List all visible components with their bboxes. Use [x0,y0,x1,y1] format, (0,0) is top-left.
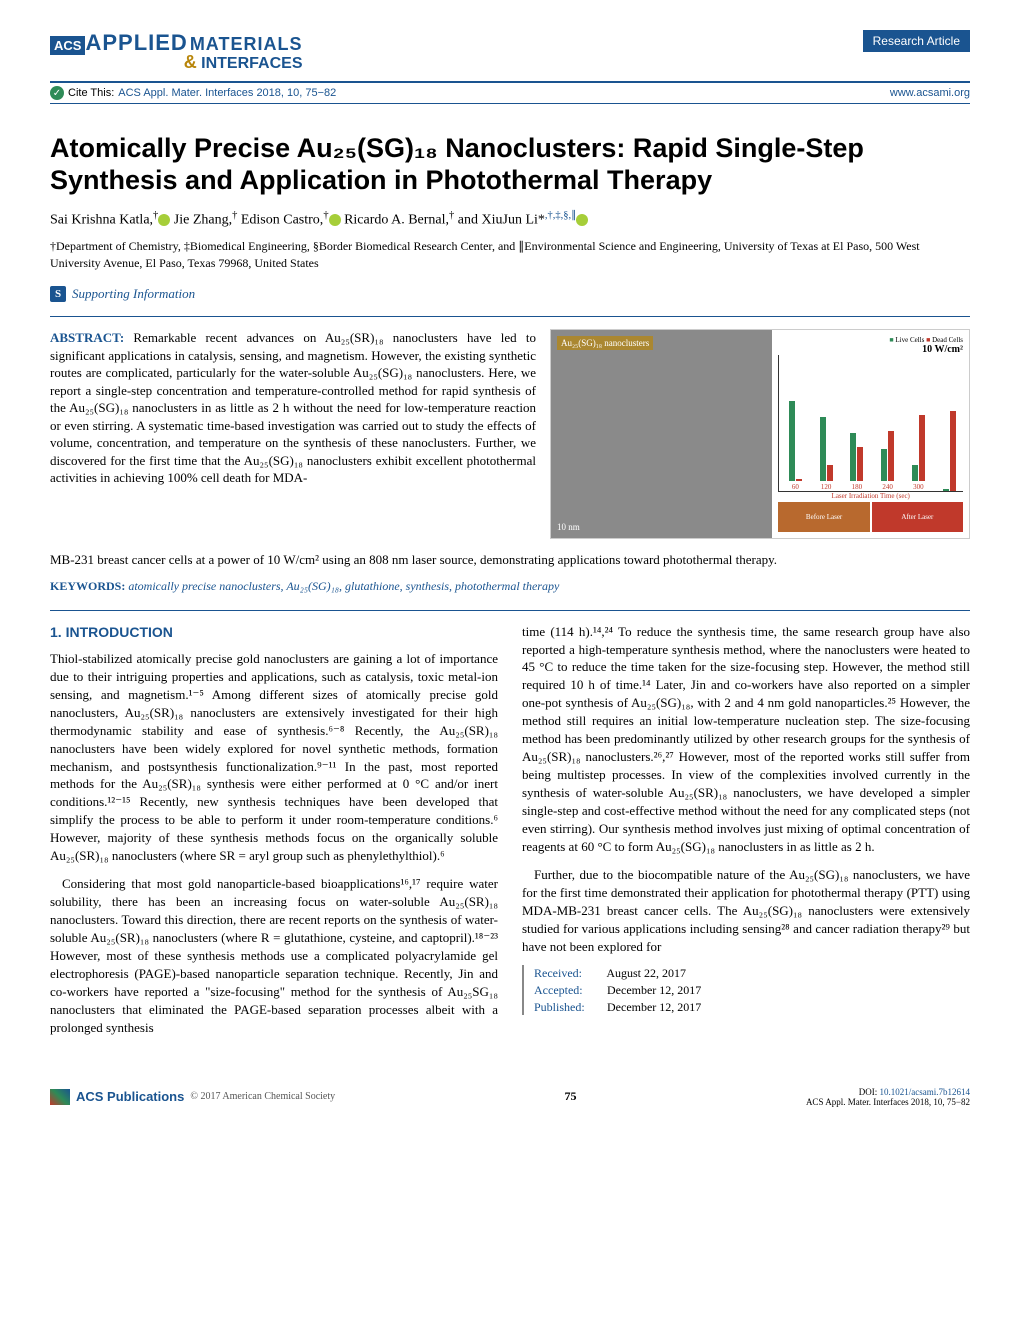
accepted-label: Accepted: [534,982,604,999]
doi-block: DOI: 10.1021/acsami.7b12614 ACS Appl. Ma… [806,1087,970,1107]
legend-live: Live Cells [895,336,924,344]
intro-p3: time (114 h).¹⁴,²⁴ To reduce the synthes… [522,623,970,856]
abstract-text: ABSTRACT: Remarkable recent advances on … [50,329,536,539]
supporting-info-label: Supporting Information [72,286,195,302]
journal-header: ACS APPLIED MATERIALS & INTERFACES Resea… [50,30,970,73]
copyright: © 2017 American Chemical Society [190,1091,335,1102]
orcid-icon[interactable] [158,214,170,226]
power-label: 10 W/cm² [778,344,963,355]
chart-legend: ■ Live Cells ■ Dead Cells [778,336,963,344]
page-number: 75 [565,1089,577,1104]
acs-pub-logo-icon [50,1089,70,1105]
article-type-badge: Research Article [863,30,970,52]
body-columns: 1. INTRODUCTION Thiol-stabilized atomica… [50,623,970,1047]
left-column: 1. INTRODUCTION Thiol-stabilized atomica… [50,623,498,1047]
legend-dead: Dead Cells [932,336,963,344]
author-list: Sai Krishna Katla,† Jie Zhang,† Edison C… [50,209,970,229]
intro-p2: Considering that most gold nanoparticle-… [50,875,498,1036]
publisher-block: ACS Publications © 2017 American Chemica… [50,1089,335,1105]
checkmark-icon: ✓ [50,86,64,100]
keywords-label: KEYWORDS: [50,579,125,593]
published-label: Published: [534,999,604,1016]
accepted-date: December 12, 2017 [607,983,701,997]
x-axis-label: Laser Irradiation Time (sec) [778,492,963,500]
doi-link[interactable]: 10.1021/acsami.7b12614 [880,1087,971,1097]
dates-box: Received: August 22, 2017 Accepted: Dece… [522,965,970,1015]
published-date: December 12, 2017 [607,1000,701,1014]
bar-chart: 60120180240300 [778,355,963,492]
keywords-row: KEYWORDS: atomically precise nanocluster… [50,579,970,594]
toc-graphic: Au₂₅(SG)₁₈ nanoclusters 10 nm ■ Live Cel… [550,329,970,539]
orcid-icon[interactable] [329,214,341,226]
before-after-row: Before Laser After Laser [778,502,963,532]
divider [50,610,970,611]
page-footer: ACS Publications © 2017 American Chemica… [0,1087,1020,1121]
ampersand: & [184,52,197,72]
divider [50,316,970,317]
tem-label: Au₂₅(SG)₁₈ nanoclusters [557,336,653,350]
received-date: August 22, 2017 [606,966,686,980]
intro-p4: Further, due to the biocompatible nature… [522,866,970,956]
publisher-name: ACS Publications [76,1089,184,1104]
toc-chart: ■ Live Cells ■ Dead Cells 10 W/cm² 60120… [772,330,969,538]
article-title: Atomically Precise Au₂₅(SG)₁₈ Nanocluste… [50,132,970,197]
supporting-info-row[interactable]: S Supporting Information [50,286,970,302]
journal-applied: APPLIED [85,30,187,56]
citation-bar: ✓ Cite This: ACS Appl. Mater. Interfaces… [50,81,970,104]
keywords-text: atomically precise nanoclusters, Au₂₅(SG… [128,579,559,593]
tem-image: Au₂₅(SG)₁₈ nanoclusters 10 nm [551,330,772,538]
received-label: Received: [534,965,604,982]
tem-scalebar: 10 nm [557,522,580,532]
intro-p1: Thiol-stabilized atomically precise gold… [50,650,498,865]
journal-logo-block: ACS APPLIED MATERIALS & INTERFACES [50,30,302,73]
section-heading: 1. INTRODUCTION [50,623,498,642]
abstract-body-2: MB-231 breast cancer cells at a power of… [50,551,970,569]
footer-ref: ACS Appl. Mater. Interfaces 2018, 10, 75… [806,1097,970,1107]
orcid-icon[interactable] [576,214,588,226]
doi-label: DOI: [859,1087,878,1097]
supporting-s-icon: S [50,286,66,302]
right-column: time (114 h).¹⁴,²⁴ To reduce the synthes… [522,623,970,1047]
abstract-label: ABSTRACT: [50,330,124,345]
citation-link[interactable]: ACS Appl. Mater. Interfaces 2018, 10, 75… [118,87,336,99]
journal-url[interactable]: www.acsami.org [890,87,970,99]
journal-interfaces: INTERFACES [201,55,302,72]
acs-logo: ACS [50,36,85,55]
abstract-body-1: Remarkable recent advances on Au₂₅(SR)₁₈… [50,330,536,485]
affiliations: †Department of Chemistry, ‡Biomedical En… [50,238,970,272]
after-laser: After Laser [872,502,963,532]
before-laser: Before Laser [778,502,869,532]
cite-prefix: Cite This: [68,87,114,99]
